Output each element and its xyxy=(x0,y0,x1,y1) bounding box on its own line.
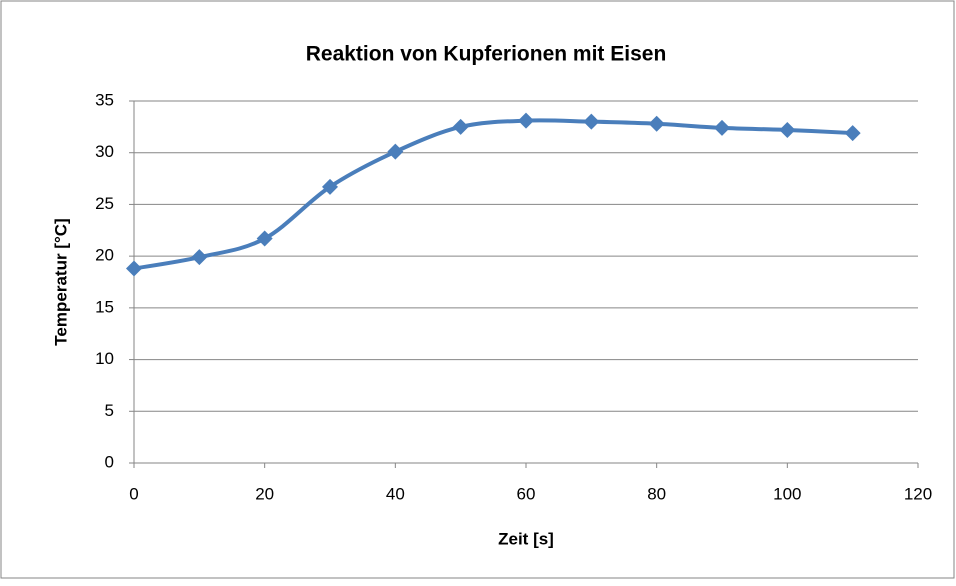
marker xyxy=(387,143,404,160)
x-tick-label: 120 xyxy=(904,484,932,503)
y-tick-label: 20 xyxy=(95,246,114,265)
marker xyxy=(322,178,338,195)
y-tick-label: 35 xyxy=(95,90,114,109)
y-axis-label: Temperatur [°C] xyxy=(51,218,70,345)
marker xyxy=(256,230,273,247)
marker xyxy=(191,249,208,266)
marker xyxy=(126,260,142,277)
marker xyxy=(844,125,861,142)
marker xyxy=(452,118,469,135)
x-tick-label: 80 xyxy=(647,484,666,503)
x-tick-label: 100 xyxy=(773,484,801,503)
y-tick-label: 30 xyxy=(95,142,114,161)
y-tick-label: 0 xyxy=(105,452,114,471)
x-tick-label: 0 xyxy=(129,484,138,503)
y-tick-label: 5 xyxy=(105,401,114,420)
marker xyxy=(518,112,534,129)
y-tick-label: 25 xyxy=(95,194,114,213)
x-axis-label: Zeit [s] xyxy=(498,529,554,548)
marker xyxy=(648,115,665,132)
x-tick-label: 60 xyxy=(517,484,536,503)
y-tick-label: 15 xyxy=(95,297,114,316)
marker xyxy=(714,119,730,136)
x-tick-label: 20 xyxy=(255,484,274,503)
y-tick-label: 10 xyxy=(95,349,114,368)
chart-title: Reaktion von Kupferionen mit Eisen xyxy=(306,43,667,66)
marker xyxy=(779,121,796,138)
marker xyxy=(583,113,600,130)
x-tick-label: 40 xyxy=(386,484,405,503)
